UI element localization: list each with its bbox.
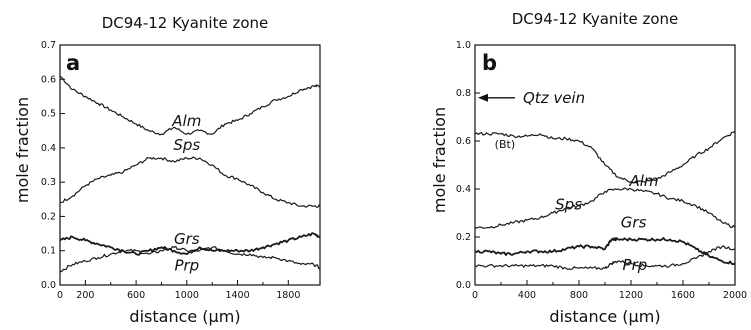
x-axis-label-a: distance (μm) xyxy=(129,307,240,326)
arrow-head-icon xyxy=(478,93,488,102)
series-line-alm xyxy=(474,130,736,184)
series-label-grs: Grs xyxy=(174,230,200,248)
series-label-alm: Alm xyxy=(628,172,658,190)
panel-label-b: b xyxy=(482,51,497,75)
chart-panel-b: DC94-12 Kyanite zone mole fraction dista… xyxy=(430,10,747,326)
x-tick-label: 1800 xyxy=(276,290,300,301)
y-tick-label: 0.4 xyxy=(41,143,56,154)
y-tick-label: 0.4 xyxy=(456,184,471,195)
chart-title-a: DC94-12 Kyanite zone xyxy=(102,14,269,32)
x-tick-label: 200 xyxy=(76,290,94,301)
plot-frame-a xyxy=(59,44,321,286)
series-line-alm xyxy=(59,75,321,136)
y-tick-label: 0.7 xyxy=(41,40,56,51)
y-tick-label: 0.2 xyxy=(41,211,56,222)
chart-panel-a: DC94-12 Kyanite zone mole fraction dista… xyxy=(13,14,321,326)
y-tick-label: 0.1 xyxy=(41,246,56,257)
y-tick-label: 0.5 xyxy=(41,109,56,120)
series-line-sps xyxy=(474,187,736,229)
x-tick-label: 400 xyxy=(518,290,536,301)
series-line-grs xyxy=(474,237,736,266)
x-tick-label: 1200 xyxy=(619,290,643,301)
y-tick-label: 0.3 xyxy=(41,177,56,188)
y-tick-label: 0.6 xyxy=(456,136,471,147)
panel-label-a: a xyxy=(66,51,80,75)
x-tick-label: 0 xyxy=(57,290,63,301)
bt-annotation: (Bt) xyxy=(495,138,515,151)
series-line-prp xyxy=(474,245,736,270)
series-line-sps xyxy=(59,156,321,208)
y-axis-label-a: mole fraction xyxy=(13,97,32,203)
chart-title-b: DC94-12 Kyanite zone xyxy=(512,10,679,28)
series-label-sps: Sps xyxy=(173,136,200,154)
y-tick-label: 1.0 xyxy=(456,40,471,51)
x-tick-label: 0 xyxy=(472,290,478,301)
y-tick-label: 0.0 xyxy=(456,280,471,291)
series-label-prp: Prp xyxy=(623,256,648,274)
series-label-sps: Sps xyxy=(555,196,582,214)
x-axis-label-b: distance (μm) xyxy=(549,307,660,326)
series-line-prp xyxy=(59,245,321,273)
x-tick-label: 2000 xyxy=(723,290,747,301)
y-axis-label-b: mole fraction xyxy=(430,107,449,213)
series-label-alm: Alm xyxy=(171,112,201,130)
series-line-grs xyxy=(59,232,321,256)
x-tick-label: 1400 xyxy=(225,290,249,301)
x-tick-label: 1600 xyxy=(671,290,695,301)
series-label-grs: Grs xyxy=(621,213,647,231)
y-tick-label: 0.8 xyxy=(456,88,471,99)
x-tick-label: 800 xyxy=(570,290,588,301)
series-label-prp: Prp xyxy=(174,257,199,275)
y-tick-label: 0.6 xyxy=(41,74,56,85)
y-tick-label: 0.2 xyxy=(456,232,471,243)
y-tick-label: 0.0 xyxy=(41,280,56,291)
x-tick-label: 600 xyxy=(127,290,145,301)
qtz-vein-label: Qtz vein xyxy=(523,89,585,107)
x-tick-label: 1000 xyxy=(175,290,199,301)
